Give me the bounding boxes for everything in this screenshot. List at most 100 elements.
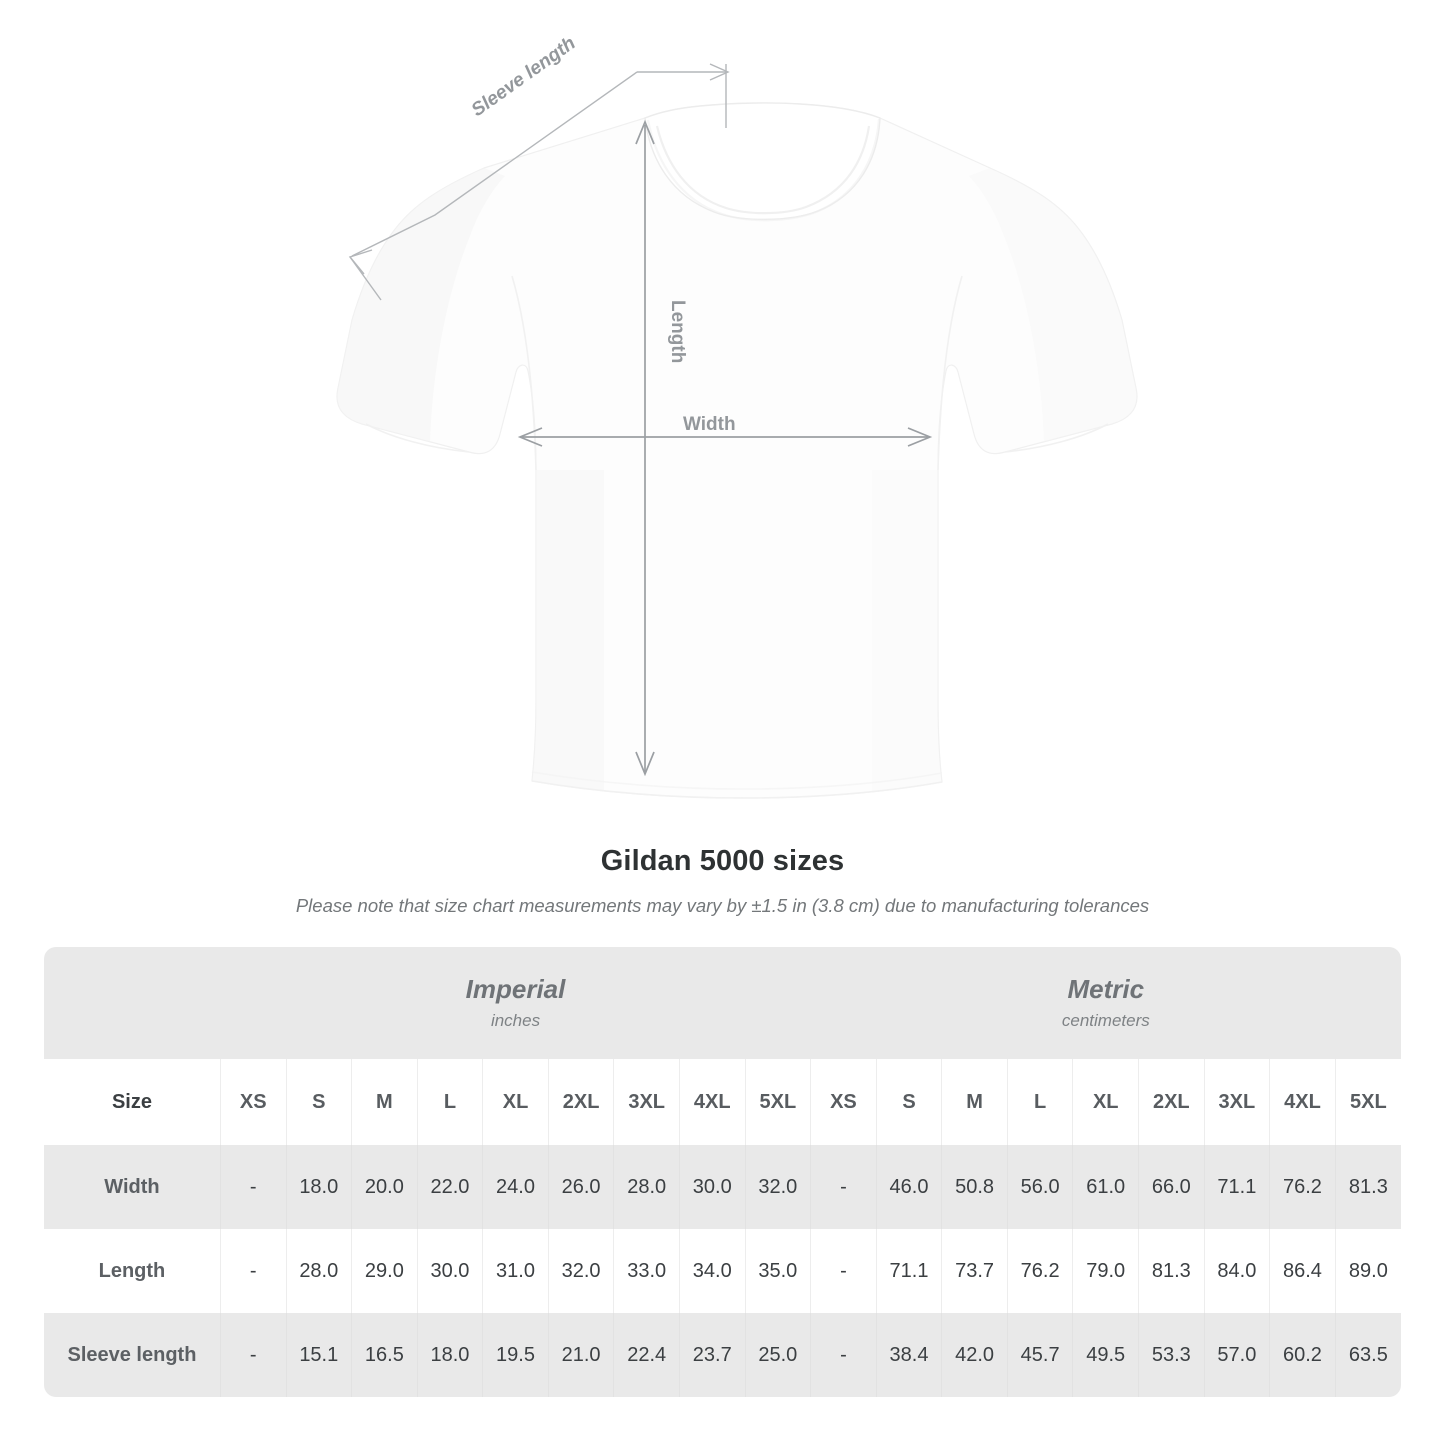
cell-width-imperial-s: 18.0	[285, 1145, 352, 1229]
size-header-xl: XL	[482, 1059, 549, 1145]
cell-width-metric-4xl: 76.2	[1269, 1145, 1336, 1229]
cell-sleeve-length-metric-xs: -	[810, 1313, 877, 1397]
size-header-l: L	[416, 1059, 483, 1145]
size-header-2xl: 2XL	[547, 1059, 614, 1145]
row-label-sleeve-length: Sleeve length	[44, 1313, 221, 1397]
cell-length-imperial-xl: 31.0	[482, 1229, 549, 1313]
size-header-2xl: 2XL	[1138, 1059, 1205, 1145]
cell-width-metric-xs: -	[810, 1145, 877, 1229]
cell-width-imperial-2xl: 26.0	[547, 1145, 614, 1229]
sleeve-length-label: Sleeve length	[468, 33, 580, 121]
size-header-s: S	[875, 1059, 942, 1145]
size-header-m: M	[941, 1059, 1008, 1145]
cell-width-metric-xl: 61.0	[1072, 1145, 1139, 1229]
cell-sleeve-length-metric-3xl: 57.0	[1203, 1313, 1270, 1397]
unit-group-name: Imperial	[465, 973, 566, 1004]
sleeve-length-dimension-line	[348, 63, 730, 301]
size-header-l: L	[1006, 1059, 1073, 1145]
table-row: Length -28.0 29.0 30.0 31.0 32.0 33.0 34.0 35.0-…	[44, 1229, 1401, 1313]
size-header-5xl: 5XL	[1334, 1059, 1401, 1145]
cell-sleeve-length-metric-s: 38.4	[875, 1313, 942, 1397]
unit-group-band: Imperial inches Metric centimeters	[44, 947, 1401, 1059]
unit-group-metric: Metric centimeters	[810, 947, 1401, 1059]
tshirt-illustration	[336, 102, 1138, 799]
cell-sleeve-length-metric-4xl: 60.2	[1269, 1313, 1336, 1397]
unit-group-imperial: Imperial inches	[220, 947, 811, 1059]
row-label-width: Width	[44, 1145, 221, 1229]
cell-sleeve-length-metric-2xl: 53.3	[1138, 1313, 1205, 1397]
page-title: Gildan 5000 sizes	[600, 845, 845, 877]
width-dimension-line	[517, 427, 933, 447]
cell-length-metric-s: 71.1	[875, 1229, 942, 1313]
row-label-length: Length	[44, 1229, 221, 1313]
size-table: Imperial inches Metric centimeters Size XS S M L…	[44, 947, 1401, 1397]
cell-sleeve-length-imperial-xl: 19.5	[482, 1313, 549, 1397]
size-header-xl: XL	[1072, 1059, 1139, 1145]
unit-group-sub: centimeters	[1061, 1011, 1150, 1031]
size-header-row: Size XS S M L XL 2XL 3XL 4XL 5XL XS S M L XL 2XL 3XL 4XL 5…	[44, 1059, 1401, 1145]
chart-heading: Gildan 5000 sizes Please note that size …	[0, 845, 1445, 917]
cell-sleeve-length-imperial-m: 16.5	[351, 1313, 418, 1397]
size-header-s: S	[285, 1059, 352, 1145]
cell-width-metric-l: 56.0	[1006, 1145, 1073, 1229]
cell-sleeve-length-imperial-l: 18.0	[416, 1313, 483, 1397]
size-header-xs: XS	[810, 1059, 877, 1145]
cell-length-metric-2xl: 81.3	[1138, 1229, 1205, 1313]
cell-length-metric-5xl: 89.0	[1334, 1229, 1401, 1313]
size-header-4xl: 4XL	[1269, 1059, 1336, 1145]
cell-length-metric-3xl: 84.0	[1203, 1229, 1270, 1313]
unit-group-name: Metric	[1067, 973, 1145, 1004]
cell-length-imperial-m: 29.0	[351, 1229, 418, 1313]
cell-sleeve-length-imperial-2xl: 21.0	[547, 1313, 614, 1397]
size-header-xs: XS	[219, 1059, 286, 1145]
unit-band-spacer	[44, 947, 221, 1059]
cell-width-metric-5xl: 81.3	[1334, 1145, 1401, 1229]
cell-sleeve-length-metric-m: 42.0	[941, 1313, 1008, 1397]
cell-length-metric-m: 73.7	[941, 1229, 1008, 1313]
cell-sleeve-length-metric-l: 45.7	[1006, 1313, 1073, 1397]
cell-length-imperial-5xl: 35.0	[744, 1229, 811, 1313]
cell-length-imperial-2xl: 32.0	[547, 1229, 614, 1313]
cell-width-metric-m: 50.8	[941, 1145, 1008, 1229]
tolerance-note: Please note that size chart measurements…	[295, 895, 1150, 916]
cell-width-imperial-5xl: 32.0	[744, 1145, 811, 1229]
cell-length-metric-xs: -	[810, 1229, 877, 1313]
cell-length-imperial-xs: -	[219, 1229, 286, 1313]
cell-length-imperial-l: 30.0	[416, 1229, 483, 1313]
cell-sleeve-length-imperial-xs: -	[219, 1313, 286, 1397]
cell-length-imperial-4xl: 34.0	[678, 1229, 746, 1313]
cell-length-metric-xl: 79.0	[1072, 1229, 1139, 1313]
cell-width-imperial-4xl: 30.0	[678, 1145, 746, 1229]
size-header-5xl: 5XL	[744, 1059, 811, 1145]
cell-sleeve-length-imperial-4xl: 23.7	[678, 1313, 746, 1397]
size-header-3xl: 3XL	[1203, 1059, 1270, 1145]
size-header-label: Size	[44, 1059, 221, 1145]
length-dimension-line	[635, 119, 655, 777]
cell-length-imperial-s: 28.0	[285, 1229, 352, 1313]
cell-width-metric-3xl: 71.1	[1203, 1145, 1270, 1229]
tshirt-measurement-diagram: Sleeve length Length Width	[336, 33, 1138, 799]
cell-length-imperial-3xl: 33.0	[613, 1229, 680, 1313]
size-header-m: M	[351, 1059, 418, 1145]
cell-sleeve-length-metric-5xl: 63.5	[1334, 1313, 1401, 1397]
cell-width-metric-s: 46.0	[875, 1145, 942, 1229]
cell-sleeve-length-imperial-3xl: 22.4	[613, 1313, 680, 1397]
width-label: Width	[683, 414, 736, 435]
size-header-4xl: 4XL	[678, 1059, 746, 1145]
cell-width-imperial-xs: -	[219, 1145, 286, 1229]
cell-sleeve-length-imperial-s: 15.1	[285, 1313, 352, 1397]
cell-sleeve-length-imperial-5xl: 25.0	[744, 1313, 811, 1397]
cell-length-metric-4xl: 86.4	[1269, 1229, 1336, 1313]
size-header-3xl: 3XL	[613, 1059, 680, 1145]
unit-group-sub: inches	[490, 1011, 541, 1031]
cell-width-imperial-m: 20.0	[351, 1145, 418, 1229]
cell-width-imperial-l: 22.0	[416, 1145, 483, 1229]
cell-width-imperial-3xl: 28.0	[613, 1145, 680, 1229]
cell-sleeve-length-metric-xl: 49.5	[1072, 1313, 1139, 1397]
cell-width-imperial-xl: 24.0	[482, 1145, 549, 1229]
table-row: Sleeve length -15.1 16.5 18.0 19.5 21.0 22.4 23…	[44, 1313, 1401, 1397]
cell-length-metric-l: 76.2	[1006, 1229, 1073, 1313]
cell-width-metric-2xl: 66.0	[1138, 1145, 1205, 1229]
length-label: Length	[667, 300, 688, 363]
